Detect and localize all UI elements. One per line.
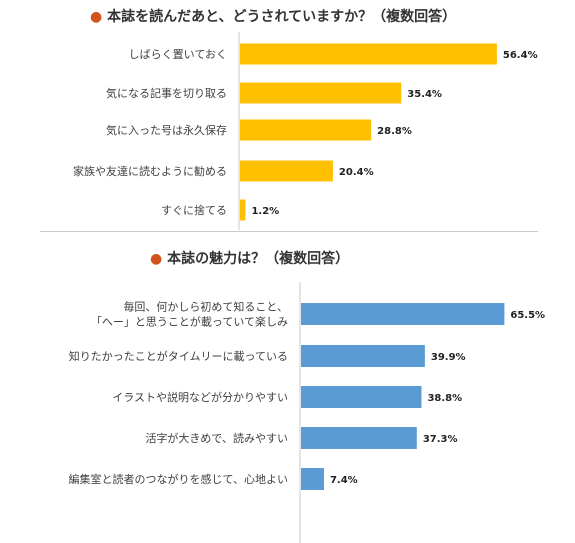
category-label: イラストや説明などが分かりやすい — [112, 390, 288, 404]
data-label: 56.4% — [503, 50, 538, 61]
data-label: 20.4% — [339, 167, 374, 178]
category-label: 毎回、何かしら初めて知ること、 — [123, 300, 288, 314]
chart-2-svg: 65.5% 毎回、何かしら初めて知ること、「へー」と思うことが載っていて楽しみ 39… — [69, 282, 545, 543]
data-label: 38.8% — [427, 393, 462, 404]
bar — [301, 303, 505, 325]
chart-1-title-text: 本誌を読んだあと、どうされていますか？（複数回答） — [107, 9, 457, 25]
category-label: しばらく置いておく — [129, 48, 227, 61]
category-label: 知りたかったことがタイムリーに載っている — [69, 349, 288, 363]
bar — [301, 386, 422, 408]
category-label: 気に入った号は永久保存 — [106, 123, 227, 137]
chart-2-title: ● 本誌の魅力は？（複数回答） — [150, 248, 349, 268]
category-label: 気になる記事を切り取る — [106, 86, 227, 100]
category-label: 家族や友達に読むように勧める — [73, 164, 227, 178]
chart-1-title: ● 本誌を読んだあと、どうされていますか？（複数回答） — [90, 6, 456, 26]
category-label: 「へー」と思うことが載っていて楽しみ — [91, 315, 288, 329]
bar — [240, 160, 333, 182]
title-bullet-icon: ● — [150, 251, 163, 267]
bar — [240, 43, 497, 65]
data-label: 28.8% — [377, 126, 412, 137]
data-label: 39.9% — [431, 352, 466, 363]
category-label: 編集室と読者のつながりを感じて、心地よい — [69, 472, 288, 486]
bar — [301, 427, 417, 449]
chart-2-title-text: 本誌の魅力は？（複数回答） — [167, 251, 350, 267]
data-label: 35.4% — [407, 89, 442, 100]
chart-1: 56.4% しばらく置いておく 35.4% 気になる記事を切り取る 28.8% 気に入った… — [0, 30, 575, 230]
category-label: 活字が大きめで、読みやすい — [145, 431, 288, 445]
data-label: 1.2% — [251, 206, 279, 217]
section-divider — [40, 231, 538, 232]
data-label: 7.4% — [330, 475, 358, 486]
bar — [301, 468, 324, 490]
bar — [301, 345, 425, 367]
category-label: すぐに捨てる — [161, 203, 227, 217]
bar — [240, 82, 402, 104]
title-bullet-icon: ● — [90, 9, 103, 25]
bar — [240, 199, 246, 221]
data-label: 65.5% — [510, 310, 545, 321]
bar — [240, 119, 372, 141]
chart-2: 65.5% 毎回、何かしら初めて知ること、 「へー」と思うことが載っていて楽しみ 39… — [0, 280, 575, 543]
data-label: 37.3% — [423, 434, 458, 445]
chart-1-svg: 56.4% しばらく置いておく 35.4% 気になる記事を切り取る 28.8% 気に入った… — [73, 32, 538, 230]
